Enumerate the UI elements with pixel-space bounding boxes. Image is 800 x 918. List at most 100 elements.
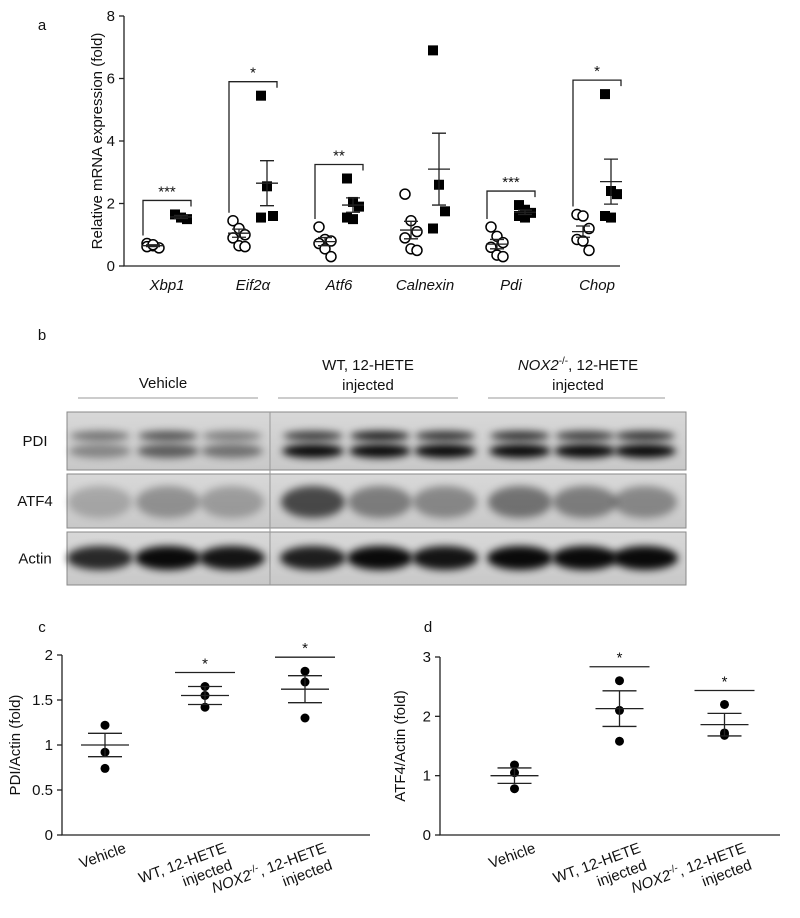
y-tick-label: 0 xyxy=(45,827,53,844)
x-tick-label: Chop xyxy=(579,277,615,294)
error-bar xyxy=(432,132,446,206)
significance-bracket xyxy=(142,199,192,236)
error-bar xyxy=(602,690,637,728)
significance-label: * xyxy=(722,673,728,690)
data-point xyxy=(170,209,180,220)
data-point xyxy=(342,212,352,223)
blot-band xyxy=(614,444,676,458)
significance-bracket xyxy=(314,163,364,219)
blot-band xyxy=(199,546,265,570)
significance-label: *** xyxy=(158,183,176,200)
error-bar xyxy=(346,197,360,213)
significance-label: * xyxy=(302,640,308,657)
blot-band xyxy=(414,444,476,458)
data-point xyxy=(485,221,497,233)
data-point xyxy=(325,250,337,263)
y-tick-label: 8 xyxy=(107,8,115,25)
error-bar xyxy=(146,244,160,248)
data-point xyxy=(612,189,622,200)
panel-label: c xyxy=(38,619,46,636)
y-tick-label: 1 xyxy=(45,737,53,754)
y-axis-label: ATF4/Actin (fold) xyxy=(392,690,409,801)
error-bar xyxy=(497,767,532,785)
data-point xyxy=(239,229,251,241)
blot-band xyxy=(137,444,199,458)
data-point xyxy=(600,211,610,221)
y-axis-label: PDI/Actin (fold) xyxy=(7,695,24,796)
group-label: Vehicle xyxy=(139,375,187,392)
y-tick-label: 0 xyxy=(107,258,115,275)
blot-band xyxy=(201,444,263,458)
row-label: Actin xyxy=(18,551,51,568)
blot-band xyxy=(349,444,411,458)
significance-label: * xyxy=(202,656,208,673)
data-point xyxy=(268,211,278,221)
data-point xyxy=(583,244,595,257)
error-bar xyxy=(260,160,274,207)
blot-band xyxy=(413,486,477,518)
data-point xyxy=(514,200,524,211)
x-tick-label: Eif2α xyxy=(236,277,271,294)
error-bar xyxy=(88,732,122,758)
data-point xyxy=(100,720,110,730)
blot-band xyxy=(281,486,345,518)
data-point xyxy=(354,201,364,212)
blot-band xyxy=(136,486,200,518)
panel-label: d xyxy=(424,619,432,636)
data-point xyxy=(300,666,310,676)
x-tick-label: NOX2-/-, 12-HETEinjected xyxy=(209,839,334,914)
data-point xyxy=(428,223,438,234)
axes xyxy=(439,657,780,836)
blot-band xyxy=(552,546,618,570)
blot-band xyxy=(415,431,475,441)
group-label-rest: , 12-HETE xyxy=(568,357,638,374)
blot-strip xyxy=(66,411,687,471)
data-point xyxy=(239,240,251,253)
significance-bracket xyxy=(572,79,622,207)
y-tick-label: 1.5 xyxy=(32,692,53,709)
data-point xyxy=(227,214,239,227)
row-label: ATF4 xyxy=(17,493,53,510)
group-label-sup: -/- xyxy=(559,356,568,367)
significance-label: * xyxy=(250,65,256,82)
blot-band xyxy=(555,431,615,441)
blot-band xyxy=(490,431,550,441)
data-point xyxy=(615,676,624,686)
data-point xyxy=(720,699,729,709)
y-tick-label: 6 xyxy=(107,71,115,88)
blot-band xyxy=(200,486,264,518)
x-tick-label: NOX2-/-, 12-HETEinjected xyxy=(629,839,754,914)
blot-band xyxy=(68,486,132,518)
y-tick-label: 0.5 xyxy=(32,782,53,799)
blot-band xyxy=(70,431,130,441)
error-bar xyxy=(288,675,322,704)
error-bar xyxy=(404,220,418,240)
error-bar xyxy=(174,214,188,220)
error-bar xyxy=(707,712,742,737)
group-label-line: Vehicle xyxy=(139,375,187,392)
blot-band xyxy=(615,431,675,441)
blot-band xyxy=(348,486,412,518)
data-point xyxy=(399,188,411,200)
x-tick-label: Atf6 xyxy=(325,277,353,294)
data-point xyxy=(399,232,411,244)
blot-band xyxy=(280,546,346,570)
y-tick-label: 2 xyxy=(423,708,431,725)
blot-band xyxy=(202,431,262,441)
blot-band xyxy=(350,431,410,441)
axes xyxy=(123,16,620,267)
data-point xyxy=(313,221,325,233)
data-point xyxy=(411,244,423,257)
blot-band xyxy=(554,444,616,458)
data-point xyxy=(510,760,519,770)
row-label: PDI xyxy=(22,433,47,450)
group-label: NOX2-/-, 12-HETE injected xyxy=(518,356,638,394)
data-point xyxy=(342,173,352,184)
group-label-italic: NOX2 xyxy=(518,357,560,374)
panel-label: b xyxy=(38,327,46,344)
data-point xyxy=(600,89,610,100)
significance-label: ** xyxy=(333,148,345,165)
data-point xyxy=(348,214,358,225)
data-point xyxy=(440,206,450,217)
panel-label: a xyxy=(38,17,47,34)
